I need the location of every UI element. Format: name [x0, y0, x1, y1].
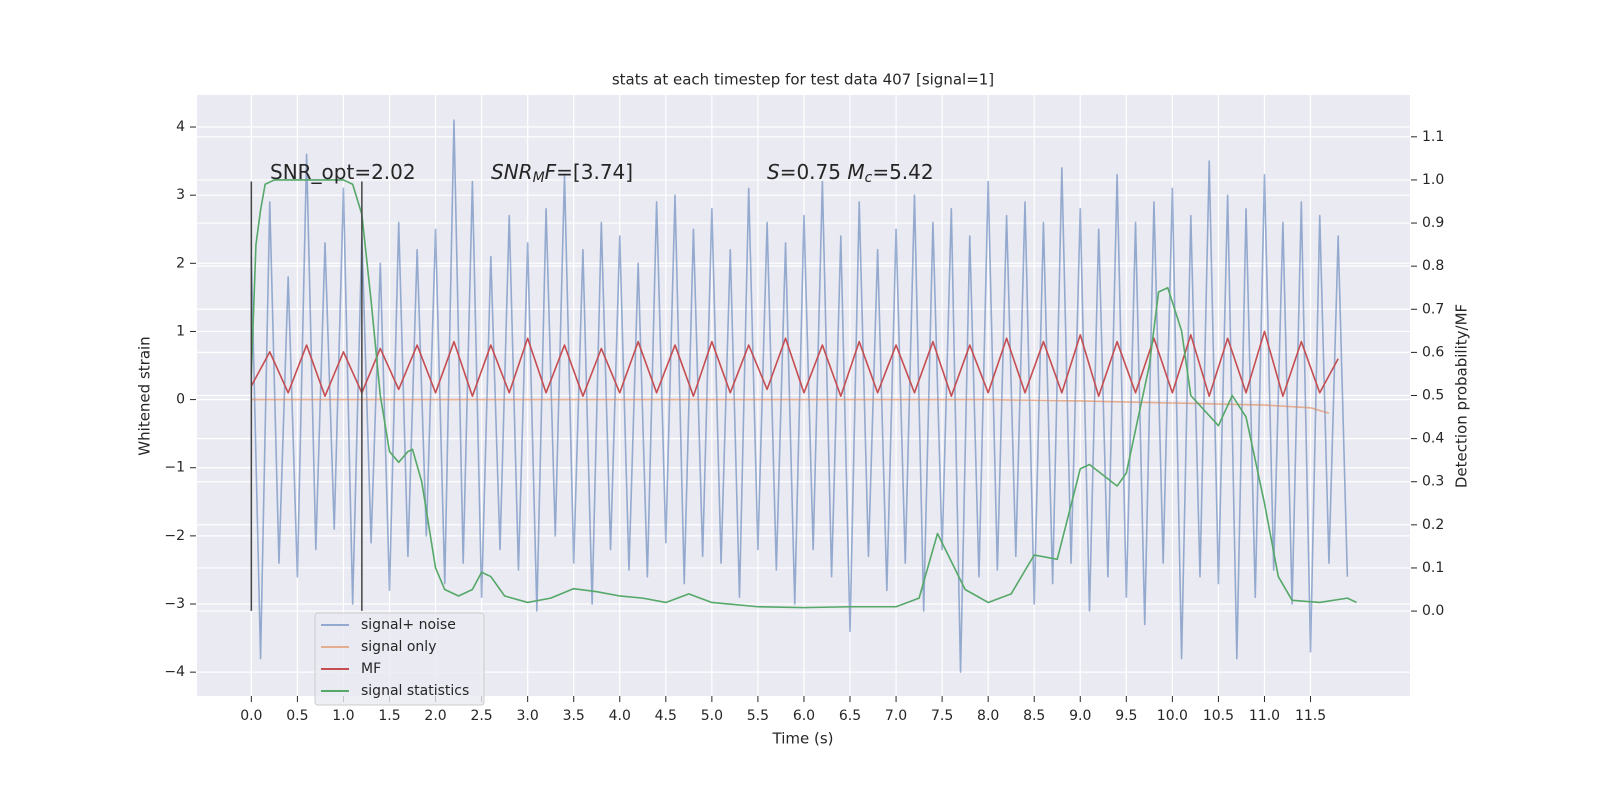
y-tick-label: 1 — [176, 323, 185, 339]
x-tick-label: 5.0 — [701, 708, 723, 724]
y-tick-label: −2 — [164, 528, 185, 544]
annotation-part: M — [847, 160, 864, 184]
x-tick-label: 10.0 — [1157, 708, 1188, 724]
y-tick-label: 0 — [176, 392, 185, 408]
annotation-part: =[3.74] — [556, 160, 633, 184]
legend-label: signal+ noise — [361, 617, 456, 633]
y2-tick-label: 1.1 — [1422, 129, 1444, 145]
legend-label: MF — [361, 661, 381, 677]
x-tick-label: 2.0 — [424, 708, 446, 724]
annotation-part: S — [767, 160, 780, 184]
annotation: S=0.75 Mc=5.42 — [767, 160, 934, 187]
y2-tick-label: 0.9 — [1422, 215, 1444, 231]
annotation-part: M — [533, 170, 545, 186]
annotation-part: SNR_opt=2.02 — [270, 160, 416, 184]
x-tick-label: 1.5 — [378, 708, 400, 724]
x-tick-label: 11.0 — [1249, 708, 1280, 724]
series-line — [250, 330, 1339, 397]
legend-box — [314, 612, 485, 706]
y2-tick-label: 0.6 — [1422, 344, 1444, 360]
x-tick-label: 7.0 — [885, 708, 907, 724]
annotation-part: =5.42 — [872, 160, 933, 184]
y-axis-label: Whitened strain — [136, 336, 154, 455]
legend-label: signal statistics — [361, 683, 469, 699]
y2-tick-label: 0.2 — [1422, 517, 1444, 533]
y2-tick-label: 0.5 — [1422, 388, 1444, 404]
y-tick-label: −4 — [164, 664, 185, 680]
x-tick-label: 0.0 — [240, 708, 262, 724]
y2-tick-label: 0.1 — [1422, 560, 1444, 576]
y2-tick-label: 0.3 — [1422, 474, 1444, 490]
x-tick-label: 2.5 — [470, 708, 492, 724]
series-line — [250, 179, 1357, 609]
y2-tick-label: 0.4 — [1422, 431, 1444, 447]
y-tick-label: −3 — [164, 596, 185, 612]
x-tick-label: 11.5 — [1295, 708, 1326, 724]
x-tick-label: 5.5 — [747, 708, 769, 724]
x-tick-label: 6.0 — [793, 708, 815, 724]
chart-title: stats at each timestep for test data 407… — [612, 71, 994, 89]
x-tick-label: 8.5 — [1023, 708, 1045, 724]
y2-tick-label: 1.0 — [1422, 172, 1444, 188]
x-tick-label: 4.5 — [655, 708, 677, 724]
x-tick-label: 3.5 — [563, 708, 585, 724]
y-tick-label: −1 — [164, 460, 185, 476]
x-tick-label: 9.0 — [1069, 708, 1091, 724]
annotation: SNRMF=[3.74] — [491, 160, 633, 187]
x-tick-label: 3.0 — [517, 708, 539, 724]
annotation: SNR_opt=2.02 — [270, 160, 416, 184]
y2-tick-label: 0.0 — [1422, 603, 1444, 619]
series-line — [250, 119, 1349, 673]
x-tick-label: 8.0 — [977, 708, 999, 724]
annotation-part: SNR — [491, 160, 533, 184]
y2-axis-label: Detection probability/MF — [1453, 304, 1471, 488]
x-tick-label: 6.5 — [839, 708, 861, 724]
y2-tick-label: 0.8 — [1422, 258, 1444, 274]
x-tick-label: 10.5 — [1203, 708, 1234, 724]
x-tick-label: 0.5 — [286, 708, 308, 724]
y2-tick-label: 0.7 — [1422, 301, 1444, 317]
x-tick-label: 7.5 — [931, 708, 953, 724]
annotation-part: c — [865, 170, 873, 186]
legend-label: signal only — [361, 639, 436, 655]
y-tick-label: 2 — [176, 255, 185, 271]
x-tick-label: 9.5 — [1115, 708, 1137, 724]
x-axis-label: Time (s) — [772, 730, 834, 748]
x-tick-label: 1.0 — [332, 708, 354, 724]
annotation-part: =0.75 — [780, 160, 848, 184]
y-tick-label: 4 — [176, 119, 185, 135]
series-line — [251, 398, 1330, 414]
annotation-part: F — [545, 160, 557, 184]
y-tick-label: 3 — [176, 187, 185, 203]
x-tick-label: 4.0 — [609, 708, 631, 724]
